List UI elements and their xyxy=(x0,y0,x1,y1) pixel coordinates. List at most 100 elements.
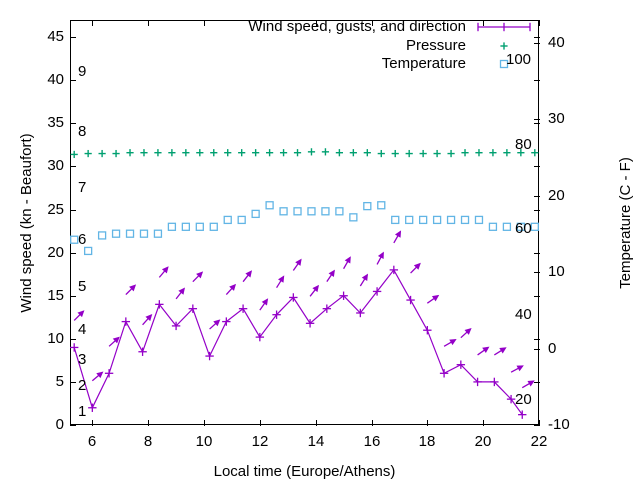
data-point-marker xyxy=(475,149,483,157)
data-point-marker xyxy=(405,149,413,158)
axis-tick xyxy=(70,382,76,383)
temperature-marker xyxy=(237,215,246,225)
legend-label-wind: Wind speed, gusts, and direction xyxy=(248,18,466,35)
temperature-marker xyxy=(432,215,442,225)
temperature-marker xyxy=(125,229,135,238)
x-tick-label: 8 xyxy=(143,433,153,450)
data-point-marker xyxy=(238,149,246,157)
temperature-marker xyxy=(460,215,470,225)
temperature-marker xyxy=(167,222,177,231)
wind-direction-arrow xyxy=(460,327,472,339)
y-tick-label: 20 xyxy=(47,243,64,261)
beaufort-label: 3 xyxy=(78,351,87,369)
data-point-marker xyxy=(349,149,357,157)
x-tick-label: 16 xyxy=(363,433,381,450)
axis-tick xyxy=(534,296,540,297)
data-point-marker xyxy=(255,332,265,342)
axis-tick xyxy=(534,339,540,340)
axis-tick xyxy=(70,253,76,254)
beaufort-label: 1 xyxy=(78,403,87,421)
data-point-marker xyxy=(372,287,382,296)
plot-frame xyxy=(70,20,539,425)
data-point-marker xyxy=(473,377,482,387)
beaufort-label: 7 xyxy=(78,179,87,197)
wind-direction-arrow xyxy=(142,313,153,326)
data-point-marker xyxy=(531,149,539,157)
wind-direction-arrow xyxy=(91,371,104,382)
y-tick-label: 15 xyxy=(47,286,64,304)
axis-tick xyxy=(204,420,205,426)
wind-direction-arrow xyxy=(125,284,137,296)
data-point-marker xyxy=(88,403,97,412)
data-point-marker xyxy=(489,149,497,157)
wind-direction-arrow xyxy=(376,251,384,265)
temperature-marker xyxy=(488,222,498,231)
temperature-marker xyxy=(111,229,121,238)
data-point-marker xyxy=(439,369,449,378)
y-tick-label: 35 xyxy=(47,114,64,132)
wind-direction-arrow xyxy=(309,284,320,297)
axis-tick xyxy=(70,339,76,340)
data-point-marker xyxy=(155,300,164,309)
x-tick-label: 12 xyxy=(251,433,269,450)
wind-direction-arrow xyxy=(259,298,269,311)
data-point-marker xyxy=(196,149,204,157)
data-point-marker xyxy=(84,149,92,158)
data-point-marker xyxy=(461,149,469,157)
axis-tick xyxy=(539,20,540,26)
data-point-marker xyxy=(339,291,348,300)
wind-direction-arrow xyxy=(276,275,285,289)
legend-label-temperature: Temperature xyxy=(381,55,466,72)
y-tick-label: 45 xyxy=(47,28,64,46)
beaufort-label: 2 xyxy=(78,377,87,395)
wind-direction-arrow xyxy=(426,294,440,304)
axis-tick xyxy=(92,20,93,26)
wind-direction-arrow xyxy=(158,266,169,278)
fahrenheit-label: 40 xyxy=(515,305,532,323)
axis-tick xyxy=(260,420,261,426)
y2-tick-label: 20 xyxy=(548,186,565,204)
data-point-marker xyxy=(423,326,432,335)
axis-tick xyxy=(534,349,540,350)
axis-tick xyxy=(316,420,317,426)
data-point-marker xyxy=(335,149,343,157)
wind-direction-arrow xyxy=(209,319,221,330)
temperature-marker xyxy=(279,207,288,216)
fahrenheit-label: 20 xyxy=(515,390,532,408)
data-point-marker xyxy=(205,351,214,361)
axis-tick xyxy=(534,210,540,211)
wind-direction-arrow xyxy=(292,258,302,271)
data-point-marker xyxy=(104,369,114,378)
axis-tick xyxy=(70,80,76,81)
x-tick-label: 6 xyxy=(87,433,97,450)
data-point-marker xyxy=(307,148,316,156)
y2-tick-label: 0 xyxy=(548,339,557,357)
temperature-marker xyxy=(405,215,414,225)
data-point-marker xyxy=(293,149,302,157)
y2-tick-label: 30 xyxy=(548,110,565,128)
axis-tick xyxy=(70,37,76,38)
data-point-marker xyxy=(406,295,415,305)
wind-direction-arrow xyxy=(510,365,524,373)
data-point-marker xyxy=(224,149,232,157)
wind-direction-arrow xyxy=(343,256,351,270)
wind-direction-arrow xyxy=(175,287,186,300)
x-axis-title: Local time (Europe/Athens) xyxy=(213,463,396,480)
axis-tick xyxy=(427,20,428,26)
axis-tick xyxy=(70,425,76,426)
axis-tick xyxy=(427,420,428,426)
y-tick-label: 10 xyxy=(47,329,64,347)
axis-tick xyxy=(534,123,540,124)
temperature-marker xyxy=(70,235,79,244)
axis-tick xyxy=(534,253,540,254)
y2-tick-label: -10 xyxy=(548,416,570,433)
axis-tick xyxy=(483,20,484,26)
data-point-marker xyxy=(517,149,525,157)
data-point-marker xyxy=(289,293,298,302)
data-point-marker xyxy=(389,265,399,275)
axis-tick xyxy=(534,80,540,81)
axis-tick xyxy=(70,296,76,297)
axis-tick xyxy=(483,420,484,426)
data-point-marker xyxy=(391,149,399,158)
